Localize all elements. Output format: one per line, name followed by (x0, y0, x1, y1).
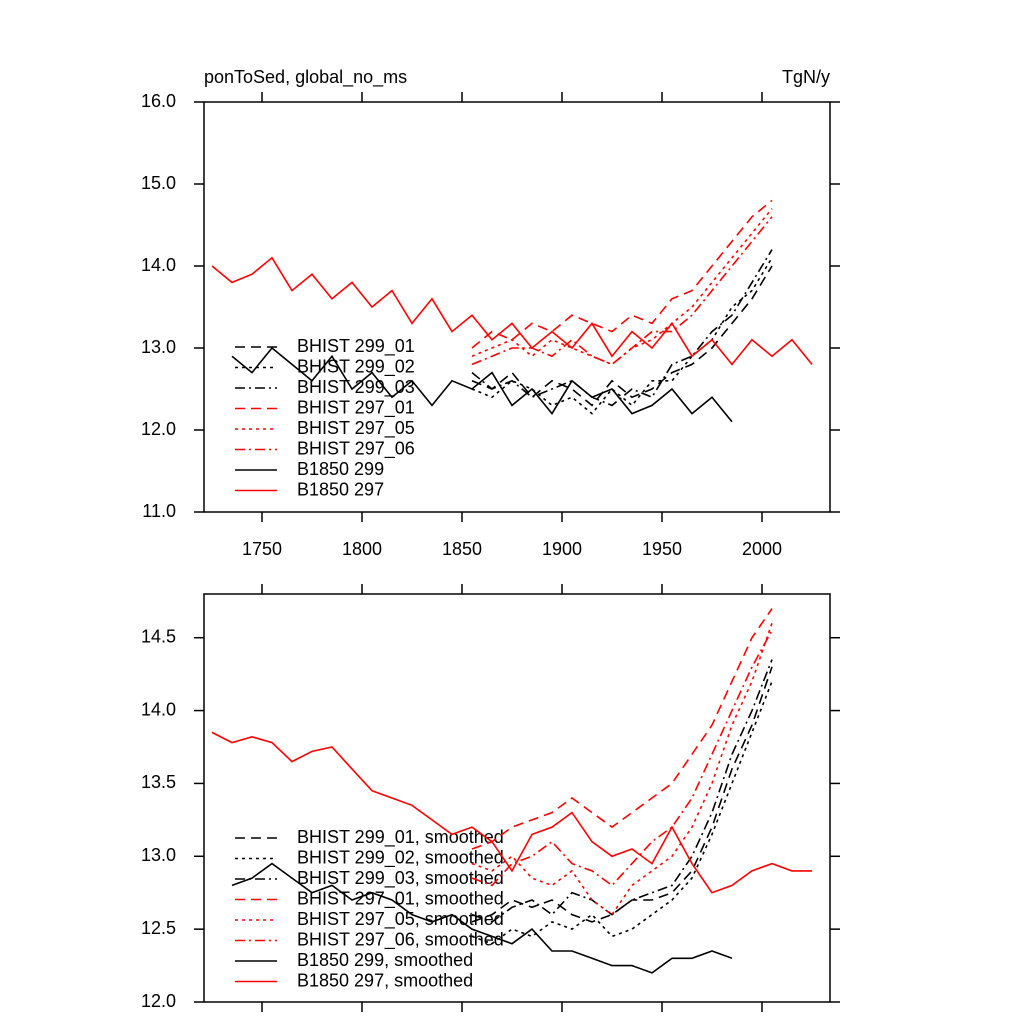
series-line (231, 346, 733, 423)
y-tick-label: 12.5 (141, 918, 176, 938)
legend-label: BHIST 297_05, smoothed (297, 909, 504, 930)
x-tick-label: 1800 (342, 539, 382, 559)
series-line (471, 659, 773, 923)
legend-label: BHIST 297_06 (297, 438, 415, 459)
legend-label: BHIST 299_03 (297, 377, 415, 398)
legend-label: BHIST 299_02 (297, 356, 415, 377)
plot-frame (203, 593, 831, 1003)
series-line (471, 265, 773, 407)
x-tick-label: 1900 (542, 539, 582, 559)
y-tick-label: 14.0 (141, 255, 176, 275)
series-line (471, 608, 773, 850)
series-line (471, 630, 773, 887)
legend-label: BHIST 297_05 (297, 418, 415, 439)
y-tick-label: 13.0 (141, 337, 176, 357)
series-line (471, 681, 773, 945)
series-line (211, 731, 812, 894)
x-tick-label: 1950 (642, 539, 682, 559)
x-tick-label: 2000 (742, 539, 782, 559)
y-tick-label: 11.0 (142, 501, 176, 521)
series-line (471, 249, 773, 407)
legend-label: BHIST 299_01 (297, 336, 415, 357)
x-tick-label: 1750 (242, 539, 282, 559)
legend-label: B1850 299 (297, 459, 384, 479)
y-tick-label: 12.0 (141, 991, 176, 1011)
legend-label: B1850 297 (297, 479, 384, 499)
units-label: TgN/y (782, 67, 830, 87)
series-line (471, 199, 773, 349)
y-tick-label: 12.0 (141, 419, 176, 439)
legend-label: BHIST 297_06, smoothed (297, 929, 504, 950)
series-line (231, 862, 733, 974)
y-tick-label: 14.0 (141, 699, 176, 719)
series-line (471, 257, 773, 415)
legend-label: BHIST 297_01, smoothed (297, 888, 504, 909)
y-tick-label: 16.0 (141, 91, 176, 111)
series-line (471, 208, 773, 366)
y-tick-label: 15.0 (141, 173, 176, 193)
y-tick-label: 14.5 (141, 626, 176, 646)
chart-title: ponToSed, global_no_ms (204, 67, 407, 88)
legend-label: B1850 299, smoothed (297, 950, 473, 970)
x-tick-label: 1850 (442, 539, 482, 559)
y-tick-label: 13.5 (141, 772, 176, 792)
series-line (471, 622, 773, 916)
plot-frame (203, 101, 831, 513)
legend-label: BHIST 299_01, smoothed (297, 827, 504, 848)
series-line (471, 216, 773, 366)
series-line (211, 256, 813, 366)
y-tick-label: 13.0 (141, 845, 176, 865)
legend-label: BHIST 299_02, smoothed (297, 847, 504, 868)
legend-label: BHIST 297_01 (297, 397, 415, 418)
legend-label: B1850 297, smoothed (297, 970, 473, 990)
legend-label: BHIST 299_03, smoothed (297, 868, 504, 889)
